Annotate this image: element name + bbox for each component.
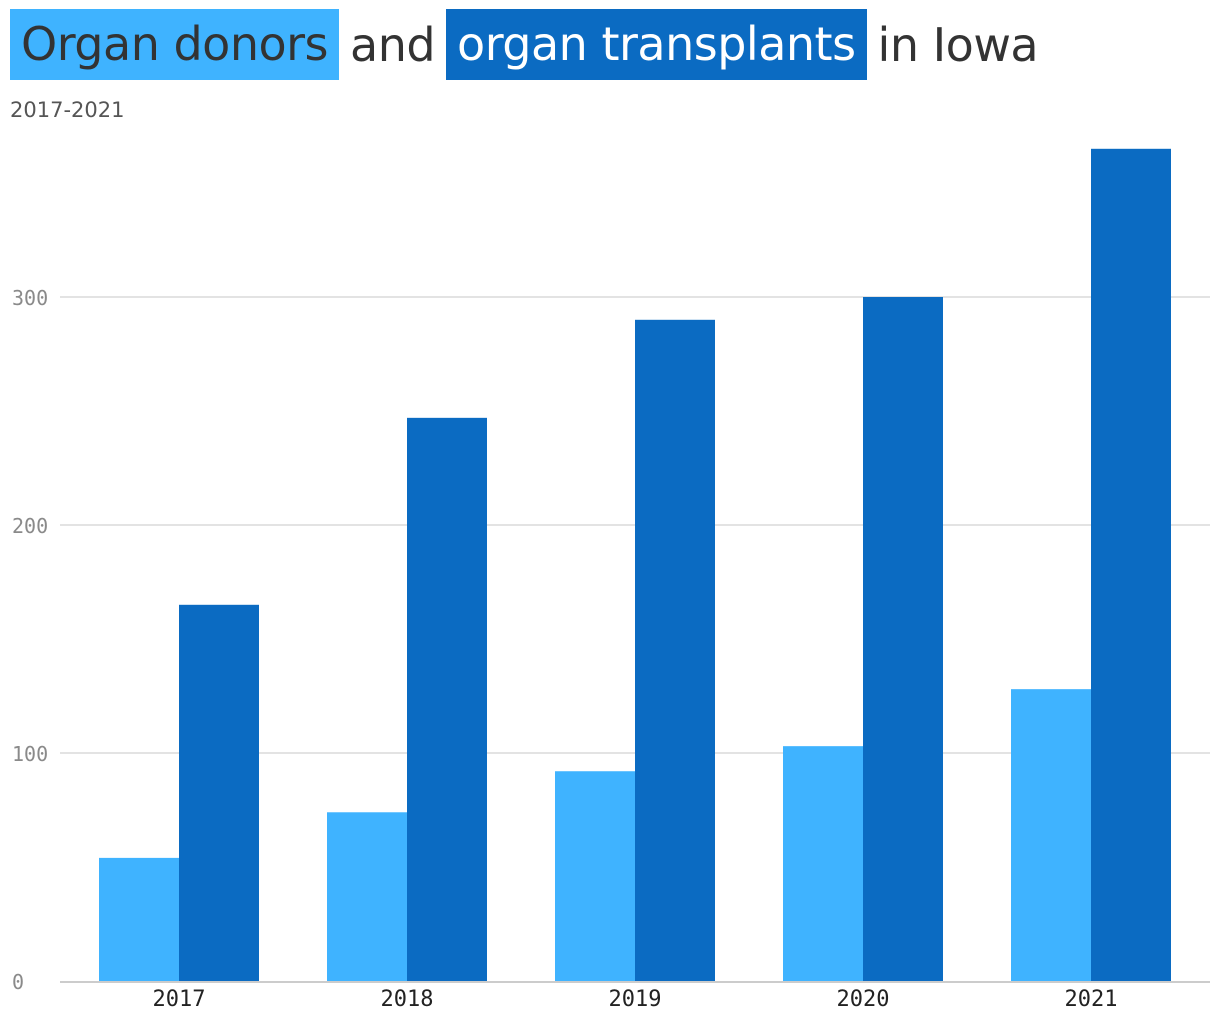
x-tick-label: 2019 xyxy=(609,987,662,1012)
x-tick-label: 2020 xyxy=(837,987,890,1012)
y-tick-label: 0 xyxy=(12,970,24,994)
bar-transplants-2019 xyxy=(635,319,715,981)
x-tick-label: 2017 xyxy=(153,987,206,1012)
chart-subtitle: 2017-2021 xyxy=(10,98,125,122)
title-and-text: and xyxy=(350,17,436,72)
y-tick-label: 200 xyxy=(12,514,48,538)
bar-transplants-2021 xyxy=(1091,148,1171,982)
bars xyxy=(99,148,1171,982)
axes: 0 100 200 300 2017 2018 2019 2020 2021 xyxy=(12,286,1210,1012)
bar-donors-2017 xyxy=(99,857,179,981)
bar-transplants-2018 xyxy=(407,417,487,982)
title-donors-highlight: Organ donors xyxy=(10,9,339,80)
y-tick-label: 100 xyxy=(12,742,48,766)
y-tick-label: 300 xyxy=(12,286,48,310)
title-suffix-text: in Iowa xyxy=(877,17,1039,72)
chart-title: Organ donors and organ transplants in Io… xyxy=(10,9,1049,80)
bar-donors-2018 xyxy=(327,812,407,981)
x-tick-label: 2021 xyxy=(1065,987,1118,1012)
bar-donors-2021 xyxy=(1011,689,1091,981)
bar-donors-2019 xyxy=(555,771,635,981)
bar-transplants-2020 xyxy=(863,297,943,981)
title-transplants-highlight: organ transplants xyxy=(446,9,867,80)
bar-transplants-2017 xyxy=(179,604,259,981)
bar-donors-2020 xyxy=(783,746,863,981)
x-tick-label: 2018 xyxy=(381,987,434,1012)
